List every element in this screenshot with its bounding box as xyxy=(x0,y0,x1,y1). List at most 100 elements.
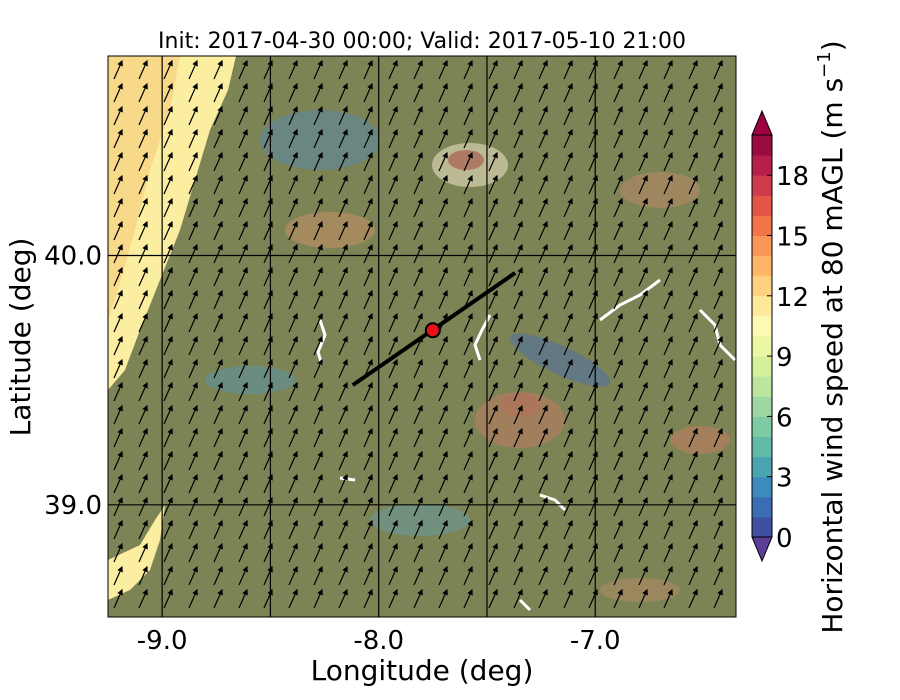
wind-arrow xyxy=(638,381,648,402)
colorbar-segment xyxy=(752,195,772,216)
colorbar-tick-label: 6 xyxy=(776,403,793,433)
wind-arrow xyxy=(488,266,498,287)
wind-arrow xyxy=(338,381,348,402)
wind-arrow xyxy=(638,358,648,379)
wind-arrow xyxy=(213,59,223,80)
wind-arrow xyxy=(338,565,348,586)
wind-arrow xyxy=(338,427,348,448)
wind-arrow xyxy=(388,151,398,172)
wind-arrow xyxy=(413,128,423,149)
wind-arrow xyxy=(163,151,173,172)
wind-arrow xyxy=(188,450,198,471)
wind-arrow xyxy=(113,128,123,149)
wind-arrow xyxy=(388,519,398,540)
colorbar-segment xyxy=(752,215,772,236)
colorbar-tick-label: 15 xyxy=(776,223,809,253)
wind-arrow xyxy=(288,105,298,126)
wind-arrow xyxy=(688,174,698,195)
wind-arrow xyxy=(363,105,373,126)
wind-arrow xyxy=(238,266,248,287)
colorbar-segment xyxy=(752,235,772,257)
wind-arrow xyxy=(163,312,173,333)
wind-arrow xyxy=(538,243,548,264)
wind-arrow xyxy=(538,381,548,402)
wind-arrow xyxy=(388,266,398,287)
wind-arrow xyxy=(163,335,173,356)
wind-arrow xyxy=(288,220,298,241)
wind-arrow xyxy=(438,174,448,195)
wind-arrow xyxy=(463,197,473,218)
wind-arrow xyxy=(113,381,123,402)
wind-arrow xyxy=(663,519,673,540)
wind-arrow xyxy=(713,473,723,494)
wind-arrow xyxy=(163,565,173,586)
site-marker[interactable] xyxy=(424,322,441,339)
wind-arrow xyxy=(113,450,123,471)
wind-arrow xyxy=(488,59,498,80)
wind-arrow xyxy=(363,174,373,195)
wind-arrow xyxy=(488,197,498,218)
wind-arrow xyxy=(638,519,648,540)
wind-arrow xyxy=(713,519,723,540)
wind-arrow xyxy=(413,542,423,563)
wind-arrow xyxy=(288,243,298,264)
wind-arrow xyxy=(363,542,373,563)
wind-arrow xyxy=(288,473,298,494)
wind-arrow xyxy=(288,197,298,218)
wind-arrow xyxy=(438,565,448,586)
wind-arrow xyxy=(413,565,423,586)
rivers xyxy=(316,278,736,612)
wind-arrow xyxy=(413,473,423,494)
wind-arrow xyxy=(113,473,123,494)
wind-arrow xyxy=(313,105,323,126)
southern-coast-area xyxy=(108,505,165,600)
wind-arrow xyxy=(713,197,723,218)
wind-arrow xyxy=(113,220,123,241)
wind-arrow xyxy=(388,197,398,218)
wind-arrow xyxy=(138,588,148,609)
wind-arrow xyxy=(363,266,373,287)
wind-arrow xyxy=(138,450,148,471)
wind-arrow xyxy=(463,358,473,379)
wind-arrow xyxy=(188,565,198,586)
wind-arrow xyxy=(238,82,248,103)
x-tick-label: -7.0 xyxy=(570,626,621,656)
wind-arrow xyxy=(538,174,548,195)
wind-arrow xyxy=(113,151,123,172)
wind-arrow xyxy=(388,358,398,379)
wind-arrow xyxy=(638,174,648,195)
wind-arrow xyxy=(463,220,473,241)
wind-arrow xyxy=(438,105,448,126)
wind-arrow xyxy=(188,59,198,80)
x-tick-label: -9.0 xyxy=(137,626,188,656)
wind-arrow xyxy=(313,335,323,356)
wind-arrow xyxy=(713,381,723,402)
wind-arrow xyxy=(213,450,223,471)
map-panel[interactable] xyxy=(108,56,736,617)
wind-arrow xyxy=(213,174,223,195)
wind-arrow xyxy=(488,82,498,103)
wind-arrow xyxy=(488,174,498,195)
wind-arrow xyxy=(663,197,673,218)
wind-arrow xyxy=(313,565,323,586)
wind-arrow xyxy=(663,266,673,287)
wind-arrow xyxy=(363,220,373,241)
wind-arrow xyxy=(138,404,148,425)
wind-arrow xyxy=(713,151,723,172)
wind-arrow xyxy=(163,404,173,425)
wind-arrow xyxy=(538,358,548,379)
wind-arrow xyxy=(613,450,623,471)
wind-arrow xyxy=(113,565,123,586)
wind-arrow xyxy=(463,59,473,80)
wind-arrow xyxy=(113,266,123,287)
wind-arrow xyxy=(663,220,673,241)
lat-lon-gridlines xyxy=(108,56,736,617)
wind-arrow xyxy=(213,565,223,586)
wind-arrow xyxy=(713,496,723,517)
wind-arrow xyxy=(363,496,373,517)
wind-arrow xyxy=(638,197,648,218)
colorbar-segment xyxy=(752,315,772,337)
wind-arrow xyxy=(238,243,248,264)
wind-arrow xyxy=(488,404,498,425)
wind-arrow xyxy=(188,381,198,402)
